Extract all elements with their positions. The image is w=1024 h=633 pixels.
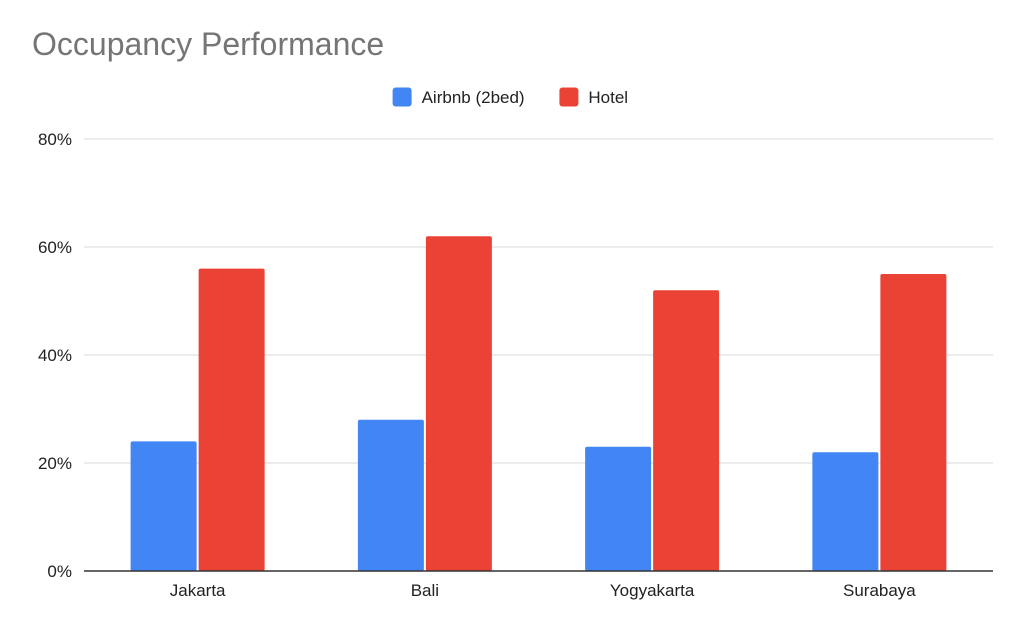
bar: [812, 452, 879, 571]
bars: [130, 236, 947, 571]
bar: [653, 290, 720, 571]
bar: [357, 419, 424, 571]
bar: [198, 268, 265, 571]
bar: [425, 236, 492, 571]
legend-swatch: [392, 87, 412, 107]
y-tick-label: 0%: [47, 562, 72, 581]
x-tick-label: Bali: [411, 581, 439, 600]
bar: [130, 441, 197, 571]
legend-label: Airbnb (2bed): [422, 88, 525, 107]
bar: [880, 274, 947, 571]
legend-label: Hotel: [588, 88, 628, 107]
x-tick-label: Yogyakarta: [610, 581, 695, 600]
axes: 0% 20% 40% 60% 80% Jakarta Bali Yogyakarta Surab…: [38, 130, 993, 600]
x-tick-label: Surabaya: [843, 581, 916, 600]
legend: Airbnb (2bed) Hotel: [392, 87, 628, 107]
y-tick-label: 80%: [38, 130, 72, 149]
y-tick-label: 20%: [38, 454, 72, 473]
y-tick-label: 40%: [38, 346, 72, 365]
legend-swatch: [559, 87, 579, 107]
y-tick-label: 60%: [38, 238, 72, 257]
chart-title: Occupancy Performance: [32, 26, 385, 62]
x-tick-label: Jakarta: [170, 581, 226, 600]
bar: [585, 446, 652, 571]
